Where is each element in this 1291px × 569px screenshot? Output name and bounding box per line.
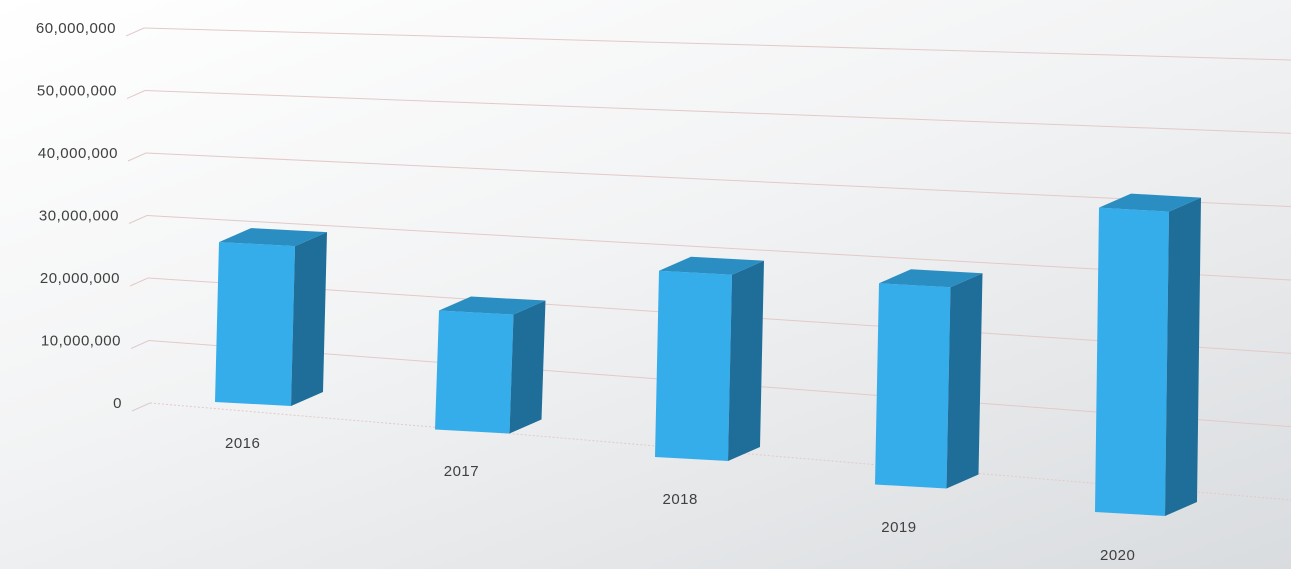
gridline-wall — [130, 340, 150, 349]
bar-front-2016 — [215, 242, 295, 406]
gridline — [145, 152, 1291, 208]
x-axis: 2016 2017 2018 2019 2020 — [225, 435, 1135, 564]
gridline-wall — [128, 215, 148, 224]
bar-side-2019 — [946, 273, 983, 489]
gridline-wall — [127, 152, 147, 162]
bar-top-2017 — [439, 296, 546, 315]
x-tick-label: 2018 — [663, 491, 698, 508]
x-tick-label: 2017 — [444, 463, 479, 480]
gridline-wall — [129, 277, 149, 287]
gridline-wall — [131, 402, 151, 412]
bar-side-2016 — [291, 232, 327, 406]
x-tick-label: 2019 — [881, 519, 916, 536]
bars — [215, 193, 1201, 516]
y-tick-label: 10,000,000 — [41, 333, 121, 350]
bar-top-2020 — [1099, 193, 1201, 212]
y-tick-label: 20,000,000 — [40, 270, 120, 287]
gridline-wall — [125, 27, 145, 37]
y-tick-label: 40,000,000 — [38, 145, 118, 162]
x-tick-label: 2016 — [225, 435, 260, 452]
y-tick-label: 0 — [113, 395, 122, 412]
bar-front-2019 — [875, 283, 951, 489]
bar-side-2018 — [728, 260, 764, 461]
bar-front-2018 — [655, 270, 732, 461]
y-axis: 0 10,000,000 20,000,000 30,000,000 40,000,00… — [36, 20, 122, 412]
bar-front-2017 — [435, 310, 514, 434]
bar-top-2018 — [659, 256, 764, 275]
x-tick-label: 2020 — [1100, 547, 1135, 564]
bar-top-2019 — [879, 269, 983, 288]
y-tick-label: 50,000,000 — [37, 83, 117, 100]
gridline — [144, 90, 1291, 134]
gridline — [143, 27, 1291, 61]
y-tick-label: 30,000,000 — [39, 208, 119, 225]
bar-side-2017 — [509, 300, 546, 434]
bar-front-2020 — [1095, 207, 1169, 516]
gridline-wall — [126, 90, 146, 99]
bar-top-2016 — [219, 228, 327, 247]
bar-side-2020 — [1165, 197, 1201, 516]
y-tick-label: 60,000,000 — [36, 20, 116, 37]
